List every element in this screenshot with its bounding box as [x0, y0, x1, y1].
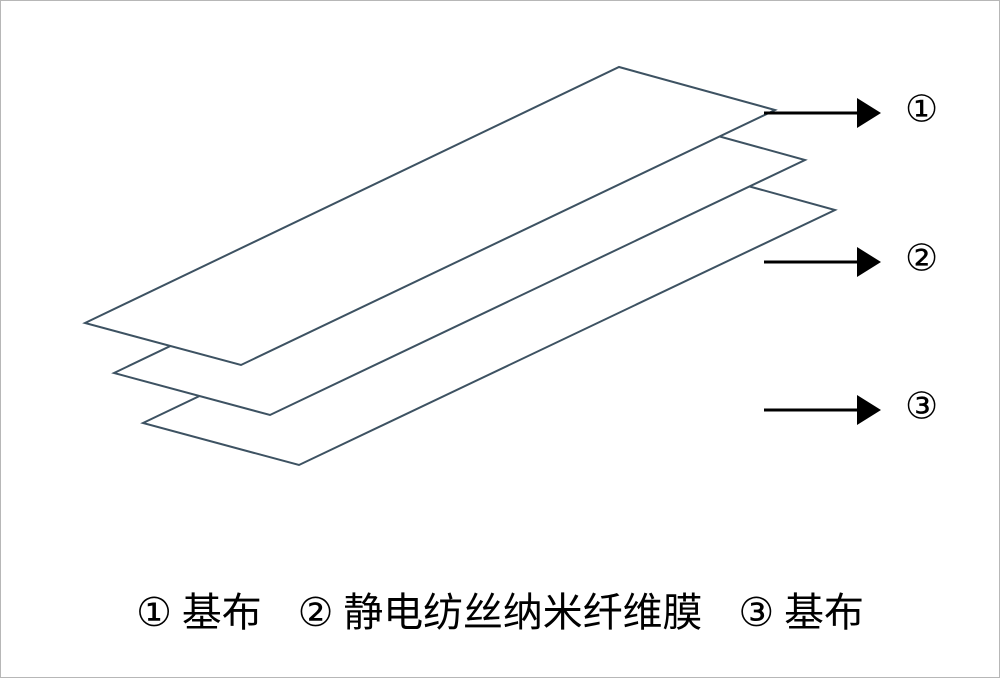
legend-marker: ③: [738, 589, 774, 636]
legend-text: 基布: [784, 581, 864, 638]
layer-label-2: ②: [905, 239, 938, 280]
legend-item-2: ② 静电纺丝纳米纤维膜: [298, 581, 703, 638]
diagram-container: ① ② ③ ① 基布 ② 静电纺丝纳米纤维膜 ③ 基布: [0, 0, 1000, 678]
layer-label-3: ③: [905, 387, 938, 428]
legend-marker: ①: [136, 589, 172, 636]
layer-label-1: ①: [905, 90, 938, 131]
layers-svg: ① ② ③: [1, 1, 1000, 521]
legend-item-1: ① 基布: [136, 581, 262, 638]
legend-text: 静电纺丝纳米纤维膜: [343, 581, 702, 638]
legend-text: 基布: [182, 581, 262, 638]
legend: ① 基布 ② 静电纺丝纳米纤维膜 ③ 基布: [1, 581, 999, 638]
legend-item-3: ③ 基布: [738, 581, 864, 638]
legend-marker: ②: [298, 589, 334, 636]
